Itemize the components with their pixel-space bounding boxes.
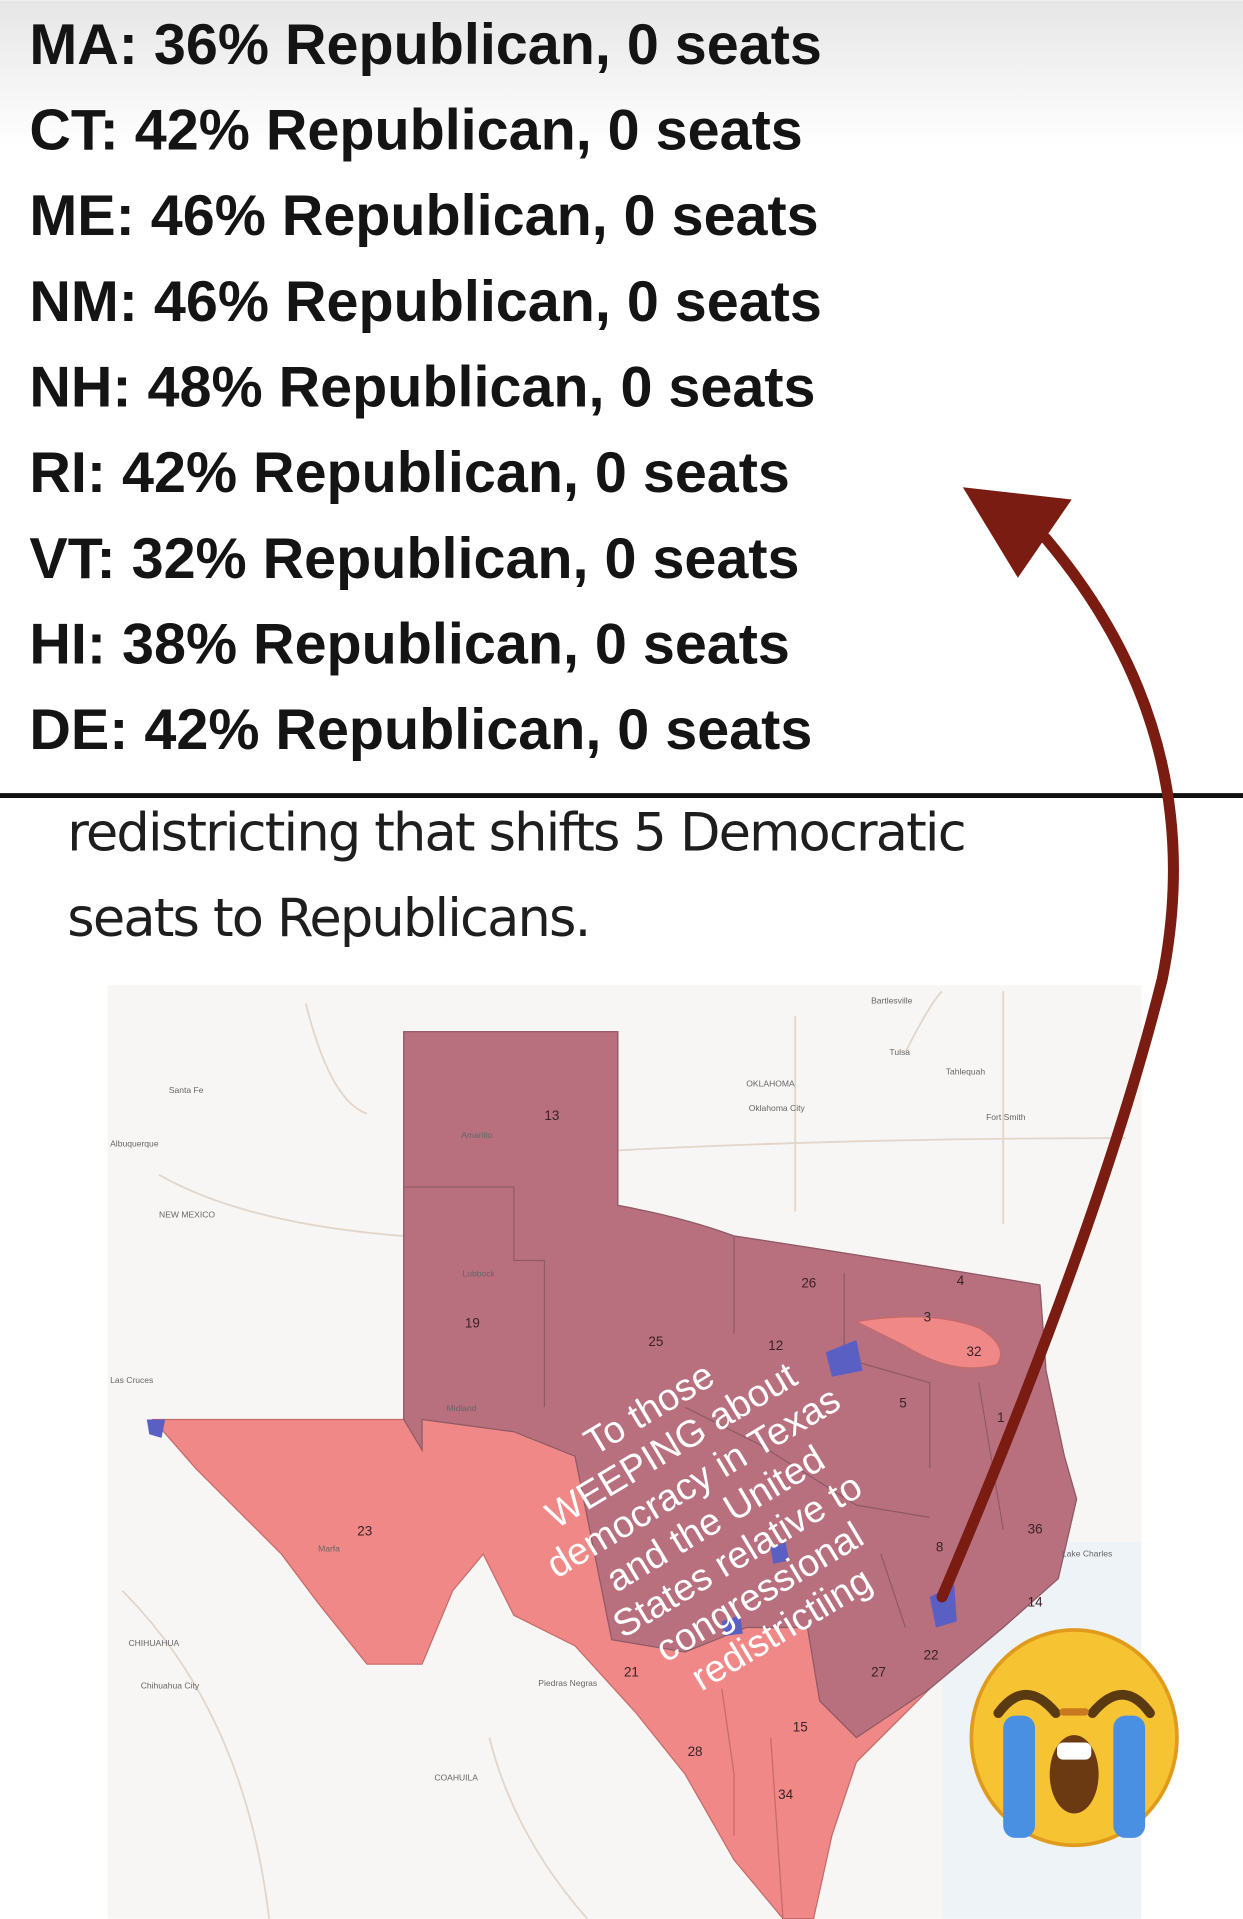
subtitle-line: seats to Republicans. <box>67 888 589 949</box>
stat-line: RI: 42% Republican, 0 seats <box>29 441 790 505</box>
stat-line: VT: 32% Republican, 0 seats <box>29 527 799 591</box>
district-number: 26 <box>801 1275 816 1290</box>
map-place-label: Lubbock <box>462 1268 495 1278</box>
democratic-district <box>146 1419 166 1438</box>
map-place-label: Oklahoma City <box>749 1103 806 1113</box>
district-number: 32 <box>967 1344 982 1359</box>
stat-line: HI: 38% Republican, 0 seats <box>29 612 790 676</box>
map-place-label: Lake Charles <box>1062 1549 1112 1559</box>
district-number: 15 <box>793 1719 808 1734</box>
district-number: 13 <box>544 1108 559 1123</box>
loudly-crying-face-icon <box>969 1628 1179 1848</box>
map-place-label: NEW MEXICO <box>159 1210 215 1220</box>
democratic-district <box>825 1339 863 1377</box>
democratic-district <box>929 1584 957 1628</box>
map-place-label: OKLAHOMA <box>746 1079 795 1089</box>
district-number: 25 <box>648 1334 663 1349</box>
district-number: 27 <box>871 1664 886 1679</box>
texas-district-map: 13 19 23 26 4 3 32 12 25 5 1 36 8 21 14 … <box>107 985 1142 1919</box>
district-number: 14 <box>1028 1595 1043 1610</box>
district-number: 28 <box>688 1744 703 1759</box>
democratic-district <box>770 1541 790 1564</box>
map-place-label: Tahlequah <box>946 1067 986 1077</box>
district-number: 3 <box>924 1310 931 1325</box>
map-place-label: Las Cruces <box>110 1375 153 1385</box>
map-place-label: Fort Smith <box>986 1112 1026 1122</box>
arrowhead-icon <box>962 487 1072 578</box>
district-number: 12 <box>768 1338 783 1353</box>
map-place-label: Chihuahua City <box>141 1681 200 1691</box>
map-place-label: Piedras Negras <box>538 1678 597 1688</box>
curved-arrow <box>936 487 1179 1603</box>
stat-line: ME: 46% Republican, 0 seats <box>29 184 818 248</box>
district-number: 22 <box>924 1647 939 1662</box>
district-number: 21 <box>624 1664 639 1679</box>
texas-dark-districts <box>403 1031 1078 1739</box>
district-number: 8 <box>936 1540 943 1555</box>
map-place-label: Tulsa <box>889 1047 910 1057</box>
district-number: 4 <box>957 1273 965 1288</box>
map-place-label: Albuquerque <box>110 1139 159 1149</box>
district-number: 5 <box>899 1395 906 1410</box>
subtitle-line: redistricting that shifts 5 Democratic <box>67 803 965 864</box>
stat-line: MA: 36% Republican, 0 seats <box>29 13 821 77</box>
stat-line: NH: 48% Republican, 0 seats <box>29 356 815 420</box>
stat-line: DE: 42% Republican, 0 seats <box>29 698 812 762</box>
map-place-label: Bartlesville <box>871 996 913 1006</box>
map-place-label: Midland <box>447 1403 477 1413</box>
stat-line: CT: 42% Republican, 0 seats <box>29 99 802 163</box>
map-place-label: Santa Fe <box>169 1085 204 1095</box>
district-number: 34 <box>778 1787 793 1802</box>
state-stats-list: MA: 36% Republican, 0 seats CT: 42% Repu… <box>29 13 821 762</box>
map-place-label: Marfa <box>318 1544 340 1554</box>
divider <box>0 793 1243 799</box>
map-place-label: COAHUILA <box>434 1772 478 1782</box>
district-number: 19 <box>465 1316 480 1331</box>
map-place-label: Amarillo <box>461 1130 492 1140</box>
district-number: 36 <box>1028 1521 1043 1536</box>
district-number: 23 <box>357 1524 372 1539</box>
district-number: 1 <box>997 1410 1004 1425</box>
democratic-district <box>721 1615 743 1637</box>
stat-line: NM: 46% Republican, 0 seats <box>29 270 821 334</box>
map-place-label: CHIHUAHUA <box>128 1638 179 1648</box>
